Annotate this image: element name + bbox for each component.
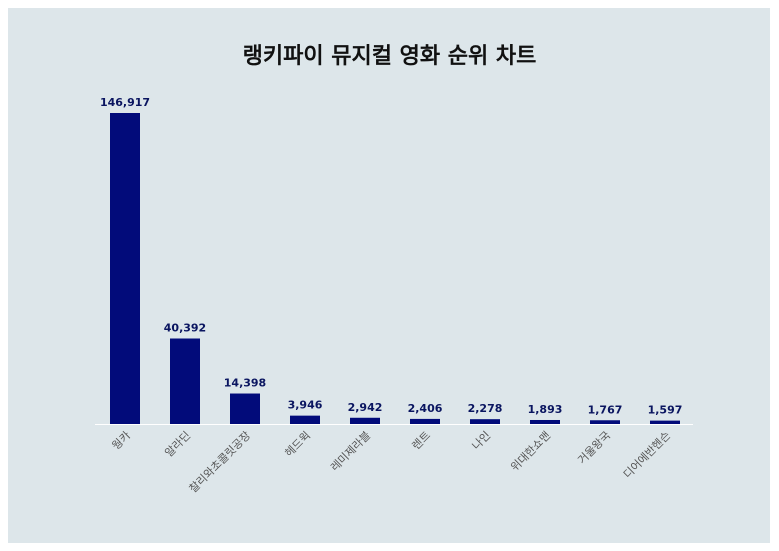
- bar-4: [350, 417, 380, 424]
- x-tick-label-1: 알라딘: [162, 428, 193, 459]
- x-tick-label-9: 디어에반헨슨: [621, 429, 673, 481]
- bar-6: [470, 419, 500, 424]
- bar-8: [590, 420, 620, 424]
- x-tick-label-4: 레미제라블: [328, 429, 373, 474]
- value-label-6: 2,278: [468, 402, 503, 415]
- bar-0: [110, 113, 140, 424]
- x-tick-label-6: 나인: [470, 429, 494, 453]
- x-tick-label-8: 거울왕국: [575, 429, 613, 467]
- chart-title: 랭키파이 뮤지컬 영화 순위 차트: [242, 44, 537, 69]
- bar-3: [290, 415, 320, 424]
- x-tick-label-5: 렌트: [410, 429, 434, 453]
- bar-7: [530, 419, 560, 424]
- x-tick-label-3: 헤드윅: [282, 429, 313, 460]
- x-tick-label-2: 찰리와초콜릿공장: [187, 429, 253, 495]
- value-label-3: 3,946: [288, 399, 323, 412]
- value-label-9: 1,597: [648, 404, 683, 417]
- value-label-8: 1,767: [588, 403, 623, 416]
- bar-5: [410, 418, 440, 424]
- x-tick-label-0: 웡카: [110, 429, 134, 453]
- value-label-2: 14,398: [224, 377, 266, 390]
- bar-9: [650, 420, 680, 424]
- bar-2: [230, 393, 260, 424]
- value-label-1: 40,392: [164, 321, 206, 334]
- value-label-0: 146,917: [100, 96, 150, 109]
- x-tick-label-7: 위대한쇼맨: [508, 429, 553, 474]
- value-label-5: 2,406: [408, 402, 443, 415]
- value-label-7: 1,893: [528, 403, 563, 416]
- value-label-4: 2,942: [348, 401, 383, 414]
- bar-1: [170, 338, 200, 424]
